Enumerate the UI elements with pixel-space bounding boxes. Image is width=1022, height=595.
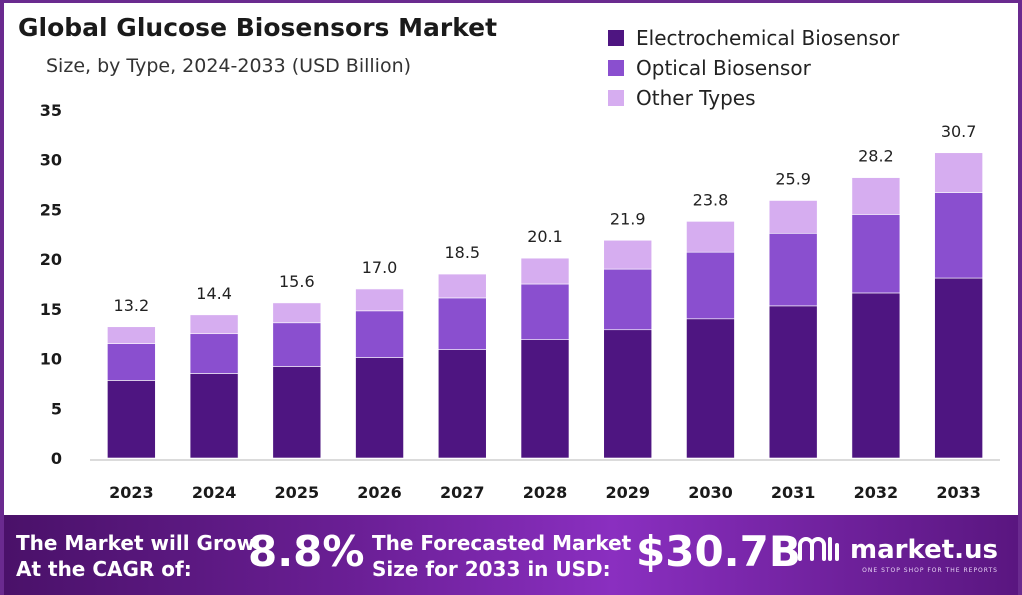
bar-segment	[851, 177, 901, 215]
bar-total-label: 30.7	[941, 122, 977, 141]
summary-banner: The Market will Grow At the CAGR of: 8.8…	[4, 515, 1018, 595]
legend-item-other: Other Types	[608, 83, 899, 113]
brand-name: market.us	[850, 535, 998, 565]
bar-total-label: 23.8	[693, 190, 729, 209]
cagr-value: 8.8%	[248, 527, 365, 576]
bar-total-label: 14.4	[196, 284, 232, 303]
legend-label-optical: Optical Biosensor	[636, 56, 811, 80]
legend-swatch-optical	[608, 60, 624, 76]
bar-total-label: 15.6	[279, 272, 315, 291]
y-tick-label: 20	[40, 250, 62, 269]
bar-segment	[107, 326, 156, 344]
bar-segment	[934, 277, 983, 459]
bar-segment	[768, 305, 818, 459]
legend-item-optical: Optical Biosensor	[608, 53, 899, 83]
chart-title: Global Glucose Biosensors Market	[18, 13, 498, 42]
legend-label-other: Other Types	[636, 86, 756, 110]
bar-segment	[603, 329, 653, 459]
bar-total-label: 28.2	[858, 147, 894, 166]
bar-segment	[107, 380, 156, 459]
stacked-bar-chart: 0510152025303513.2202314.4202415.6202517…	[40, 101, 1000, 502]
bar-segment	[851, 292, 901, 459]
bar-segment	[107, 343, 156, 381]
x-tick-label: 2030	[688, 483, 733, 502]
bar-segment	[851, 214, 901, 294]
bar-segment	[189, 314, 239, 335]
y-tick-label: 5	[51, 399, 62, 418]
bar-total-label: 17.0	[362, 258, 398, 277]
bar-segment	[686, 318, 735, 459]
bar-segment	[520, 257, 570, 285]
bar-total-label: 18.5	[444, 243, 480, 262]
bar-segment	[272, 322, 322, 367]
x-tick-label: 2033	[936, 483, 981, 502]
y-tick-label: 25	[40, 200, 62, 219]
bar-total-label: 21.9	[610, 209, 646, 228]
x-tick-label: 2024	[192, 483, 237, 502]
bar-segment	[272, 366, 322, 459]
x-tick-label: 2029	[605, 483, 650, 502]
bar-segment	[768, 200, 818, 234]
x-tick-label: 2027	[440, 483, 485, 502]
bar-segment	[355, 288, 404, 312]
forecast-label-line2: Size for 2033 in USD:	[372, 557, 611, 581]
legend-label-electrochemical: Electrochemical Biosensor	[636, 26, 900, 50]
x-tick-label: 2031	[771, 483, 816, 502]
forecast-value: $30.7B	[636, 527, 801, 576]
y-tick-label: 15	[40, 300, 62, 319]
y-tick-label: 10	[40, 350, 62, 369]
bar-total-label: 13.2	[114, 296, 150, 315]
bar-segment	[686, 221, 735, 253]
y-tick-label: 35	[40, 101, 62, 120]
bar-segment	[768, 232, 818, 307]
legend-item-electrochemical: Electrochemical Biosensor	[608, 23, 899, 53]
bar-segment	[355, 357, 404, 459]
legend-swatch-electrochemical	[608, 30, 624, 46]
bar-segment	[189, 373, 239, 459]
x-tick-label: 2025	[275, 483, 320, 502]
bar-segment	[934, 192, 983, 279]
bar-segment	[686, 251, 735, 320]
brand: market.us	[796, 533, 998, 567]
cagr-label-line1: The Market will Grow	[16, 531, 256, 555]
bar-total-label: 25.9	[775, 169, 811, 188]
bar-segment	[603, 268, 653, 331]
bar-segment	[189, 333, 239, 374]
forecast-label-line1: The Forecasted Market	[372, 531, 632, 555]
bar-segment	[437, 273, 487, 299]
x-tick-label: 2032	[854, 483, 899, 502]
y-tick-label: 30	[40, 151, 62, 170]
cagr-label-line2: At the CAGR of:	[16, 557, 192, 581]
bar-segment	[520, 283, 570, 340]
cagr-label: The Market will Grow At the CAGR of:	[16, 530, 255, 582]
chart-subtitle: Size, by Type, 2024-2033 (USD Billion)	[46, 55, 412, 77]
bar-segment	[437, 297, 487, 350]
forecast-label: The Forecasted Market Size for 2033 in U…	[372, 530, 631, 582]
brand-tagline: ONE STOP SHOP FOR THE REPORTS	[862, 567, 998, 574]
legend-swatch-other	[608, 90, 624, 106]
chart-legend: Electrochemical Biosensor Optical Biosen…	[608, 23, 899, 113]
x-tick-label: 2026	[357, 483, 402, 502]
bar-total-label: 20.1	[527, 227, 563, 246]
y-tick-label: 0	[51, 449, 62, 468]
bar-segment	[520, 339, 570, 459]
bar-segment	[437, 349, 487, 459]
bar-segment	[272, 302, 322, 324]
x-tick-label: 2028	[523, 483, 568, 502]
x-tick-label: 2023	[109, 483, 154, 502]
bar-segment	[355, 310, 404, 358]
bar-segment	[934, 152, 983, 193]
market-us-logo-icon	[796, 533, 842, 567]
bar-segment	[603, 239, 653, 270]
